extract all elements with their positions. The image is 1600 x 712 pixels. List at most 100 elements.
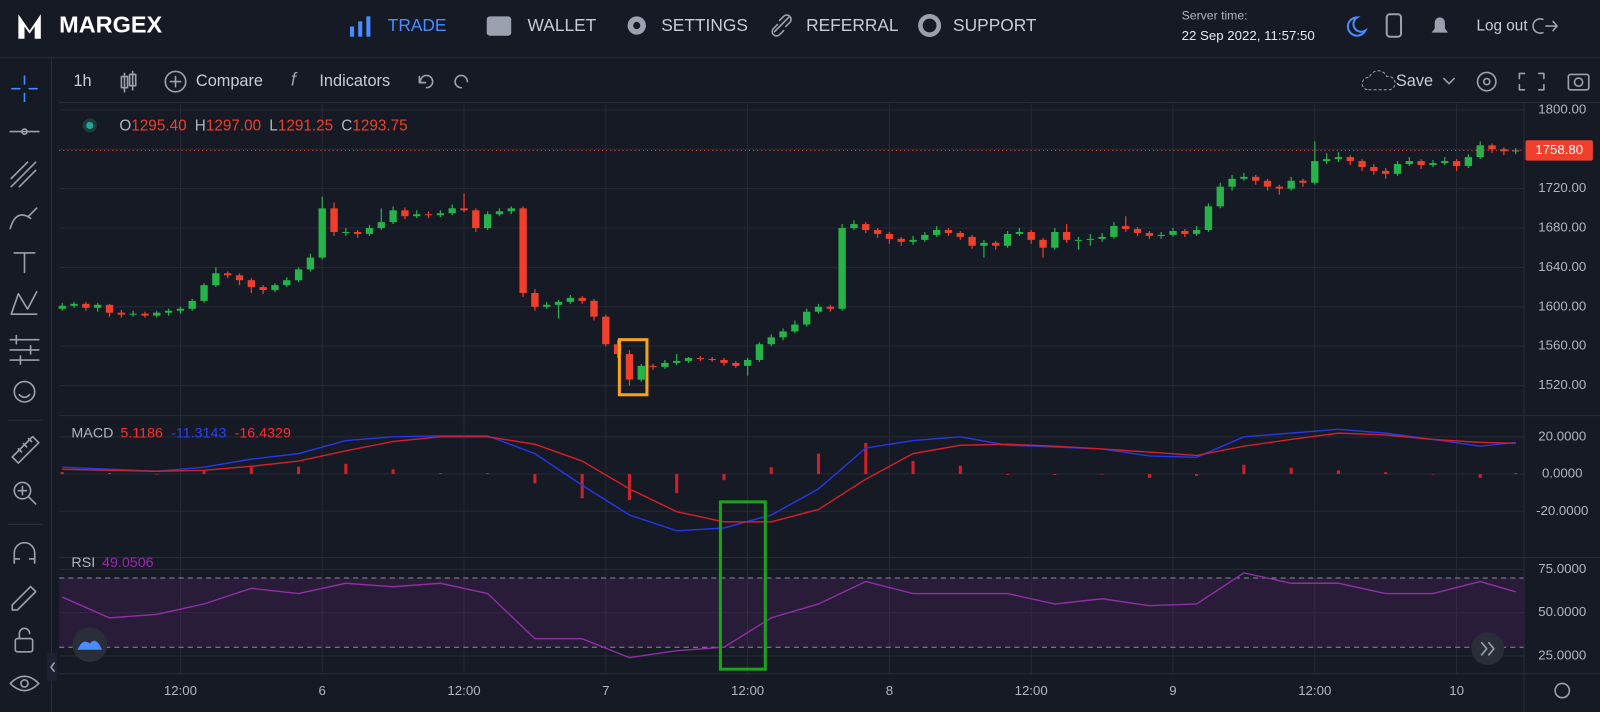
theme-icon[interactable] — [1346, 16, 1368, 37]
line-tool-dot — [21, 128, 28, 135]
brush-tool[interactable] — [9, 207, 38, 230]
ohlc-value: 1293.75 — [352, 118, 407, 135]
candle-body — [1358, 161, 1366, 167]
y-tick-label: 25.0000 — [1538, 647, 1586, 662]
unlock-tool[interactable] — [14, 637, 34, 653]
candle-body — [980, 242, 988, 246]
undo-icon[interactable] — [418, 74, 434, 89]
indicators[interactable]: Indicators — [319, 72, 390, 90]
candle-body — [732, 362, 740, 366]
candle-body — [1511, 150, 1520, 152]
candle-body — [1417, 161, 1425, 166]
fib-tool[interactable] — [10, 161, 37, 188]
candle-body — [1382, 170, 1390, 174]
macd-histogram-bar — [1431, 474, 1435, 475]
macd-histogram-bar — [1478, 474, 1482, 478]
candle-body — [58, 305, 66, 309]
x-tick-label: 6 — [319, 683, 326, 698]
candle-body — [342, 231, 350, 233]
x-tick-label: 12:00 — [1015, 683, 1048, 698]
collapse-arrow — [50, 662, 55, 673]
candle-body — [1098, 236, 1106, 239]
candle-body — [105, 304, 114, 313]
mobile-icon[interactable] — [1385, 13, 1403, 38]
x-tick-label: 12:00 — [731, 683, 764, 698]
zoom-tool[interactable] — [13, 481, 32, 500]
nav-support[interactable]: SUPPORT — [953, 15, 1037, 35]
chart-settings-hole — [1482, 77, 1491, 86]
emoji-smile — [18, 393, 31, 399]
y-tick-label: 20.0000 — [1538, 428, 1586, 443]
ruler-tool[interactable] — [11, 435, 40, 464]
candle-body — [1441, 161, 1449, 164]
candle-body — [1240, 176, 1248, 179]
x-tick-label: 12:00 — [1298, 683, 1331, 698]
prediction-tool[interactable] — [9, 334, 40, 365]
candle-body — [708, 358, 716, 360]
x-tick-label: 8 — [886, 683, 893, 698]
macd-line — [62, 428, 1516, 532]
brand-icon — [77, 640, 103, 650]
candle-body — [1204, 206, 1213, 230]
candle-body — [767, 337, 775, 345]
wallet-icon — [486, 16, 512, 36]
candle-body — [483, 214, 492, 229]
candle-body — [850, 224, 858, 229]
save[interactable]: Save — [1396, 72, 1433, 90]
collapse-tab[interactable] — [46, 652, 58, 682]
y-tick-label: 1600.00 — [1538, 298, 1586, 313]
candle-body — [1015, 231, 1024, 234]
candle-body — [1464, 157, 1473, 167]
candle-body — [803, 311, 811, 325]
candle-body — [944, 229, 953, 233]
macd-histogram-bar — [627, 474, 631, 501]
logout-text[interactable]: Log out — [1477, 18, 1529, 35]
bell-icon[interactable] — [1431, 17, 1448, 33]
save-dropdown[interactable] — [1443, 77, 1455, 85]
candle-body — [1145, 232, 1154, 236]
candle-body — [259, 287, 267, 291]
candle-body — [1027, 231, 1035, 240]
nav-trade[interactable]: TRADE — [388, 15, 447, 35]
x-tick-label: 9 — [1169, 683, 1176, 698]
axis-settings-icon[interactable] — [1554, 682, 1571, 699]
indicators-icon[interactable]: f — [291, 68, 298, 89]
candle-body — [1476, 145, 1484, 158]
crosshair-tool[interactable] — [11, 75, 38, 103]
last-price-label: 1758.80 — [1535, 142, 1583, 157]
nav-referral[interactable]: REFERRAL — [806, 15, 899, 35]
candle-body — [968, 236, 976, 246]
macd-histogram-bar — [1336, 470, 1340, 475]
candle-body — [1062, 231, 1071, 240]
candle-body — [1003, 233, 1012, 246]
pattern-tool[interactable] — [10, 290, 38, 315]
candle-body — [519, 208, 527, 294]
chart-type-icon[interactable] — [120, 70, 137, 93]
visibility-tool[interactable] — [9, 675, 40, 692]
emoji-tool[interactable] — [13, 380, 36, 403]
candle-body — [873, 229, 882, 234]
candle-body — [696, 357, 705, 360]
interval[interactable]: 1h — [73, 72, 91, 90]
nav-settings[interactable]: SETTINGS — [661, 15, 748, 35]
screenshot-icon[interactable] — [1567, 73, 1590, 91]
lock-draw-tool[interactable] — [11, 585, 37, 611]
candle-body — [495, 211, 504, 215]
compare-icon[interactable] — [164, 70, 187, 93]
macd-histogram-bar — [1242, 464, 1246, 475]
candle-body — [826, 306, 834, 309]
legend-dot — [86, 121, 94, 130]
nav-wallet[interactable]: WALLET — [528, 15, 597, 35]
magnet-tool[interactable] — [13, 541, 36, 564]
ohlc-value: 1291.25 — [278, 118, 333, 135]
cloud-icon — [1361, 70, 1396, 91]
scroll-right-button[interactable] — [1471, 632, 1505, 666]
text-tool[interactable] — [13, 252, 36, 274]
fullscreen-icon[interactable] — [1518, 72, 1545, 91]
logout-icon[interactable] — [1532, 18, 1558, 34]
logo-text[interactable]: MARGEX — [59, 12, 162, 38]
candle-body — [1405, 161, 1413, 165]
candle-body — [1157, 234, 1165, 236]
chart-settings-icon[interactable] — [1476, 71, 1497, 92]
compare[interactable]: Compare — [196, 72, 263, 90]
